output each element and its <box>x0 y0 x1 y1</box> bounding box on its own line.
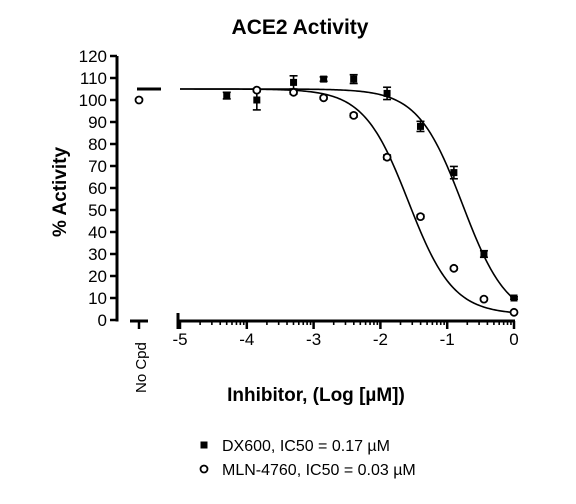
data-points <box>134 73 519 317</box>
fit-curve-1 <box>180 88 515 300</box>
series-dx600 <box>137 73 518 302</box>
data-point-dx600 <box>510 294 518 302</box>
fit-curves <box>180 88 515 314</box>
data-point-mln4760 <box>382 152 392 162</box>
x-axis-label: Inhibitor, (Log [µM]) <box>227 385 405 406</box>
y-tick-label: 80 <box>88 135 107 154</box>
y-tick-label: 0 <box>98 311 107 330</box>
x-tick-label: -4 <box>239 330 254 349</box>
legend-label: DX600, IC50 = 0.17 µM <box>222 438 390 455</box>
data-point-dx600 <box>320 75 328 83</box>
y-tick-label: 60 <box>88 179 107 198</box>
legend-marker <box>200 441 208 449</box>
y-tick-label: 30 <box>88 245 107 264</box>
legend: DX600, IC50 = 0.17 µM MLN-4760, IC50 = 0.… <box>199 438 416 479</box>
y-axis-label: % Activity <box>50 147 71 238</box>
data-point-dx600 <box>416 122 424 130</box>
control-tick-label: No Cpd <box>133 342 150 393</box>
data-point-mln4760 <box>289 87 298 97</box>
y-tick-label: 110 <box>80 69 107 88</box>
y-tick-label: 40 <box>88 223 107 242</box>
data-point-mln4760 <box>509 307 519 317</box>
y-tick-label: 70 <box>88 157 107 176</box>
data-point-dx600 <box>350 75 358 83</box>
y-tick-label: 20 <box>88 267 107 286</box>
y-tick-label: 90 <box>88 113 107 132</box>
x-tick-label: -1 <box>440 330 455 349</box>
data-point-dx600 <box>480 250 488 258</box>
x-tick-label: -5 <box>172 330 187 349</box>
axes: 0 10 20 30 40 50 60 70 80 90 100 110 120 -5 -4 -3 -2 -1 0 <box>79 47 519 349</box>
control-point-mln4760 <box>134 95 144 105</box>
x-tick-label: -2 <box>373 330 388 349</box>
data-point-dx600 <box>383 89 391 97</box>
y-tick-label: 50 <box>88 201 107 220</box>
chart-title: ACE2 Activity <box>232 16 369 39</box>
data-point-dx600 <box>290 78 298 86</box>
legend-label: MLN-4760, IC50 = 0.03 µM <box>222 462 416 479</box>
data-point-mln4760 <box>416 212 425 222</box>
x-tick-label: 0 <box>509 330 518 349</box>
data-point-mln4760 <box>319 93 329 103</box>
data-point-mln4760 <box>479 294 489 304</box>
y-tick-label: 10 <box>88 289 107 308</box>
data-point-mln4760 <box>349 111 359 120</box>
data-point-dx600 <box>253 96 261 104</box>
data-point-dx600 <box>450 169 458 177</box>
fit-curve-2 <box>180 88 515 314</box>
data-point-dx600 <box>223 92 231 100</box>
series-mln4760 <box>134 85 519 317</box>
data-point-mln4760 <box>449 263 459 273</box>
y-tick-label: 120 <box>79 47 107 66</box>
x-tick-label: -3 <box>306 330 321 349</box>
data-point-mln4760 <box>252 85 262 95</box>
legend-marker <box>199 464 209 474</box>
y-tick-label: 100 <box>79 91 107 110</box>
